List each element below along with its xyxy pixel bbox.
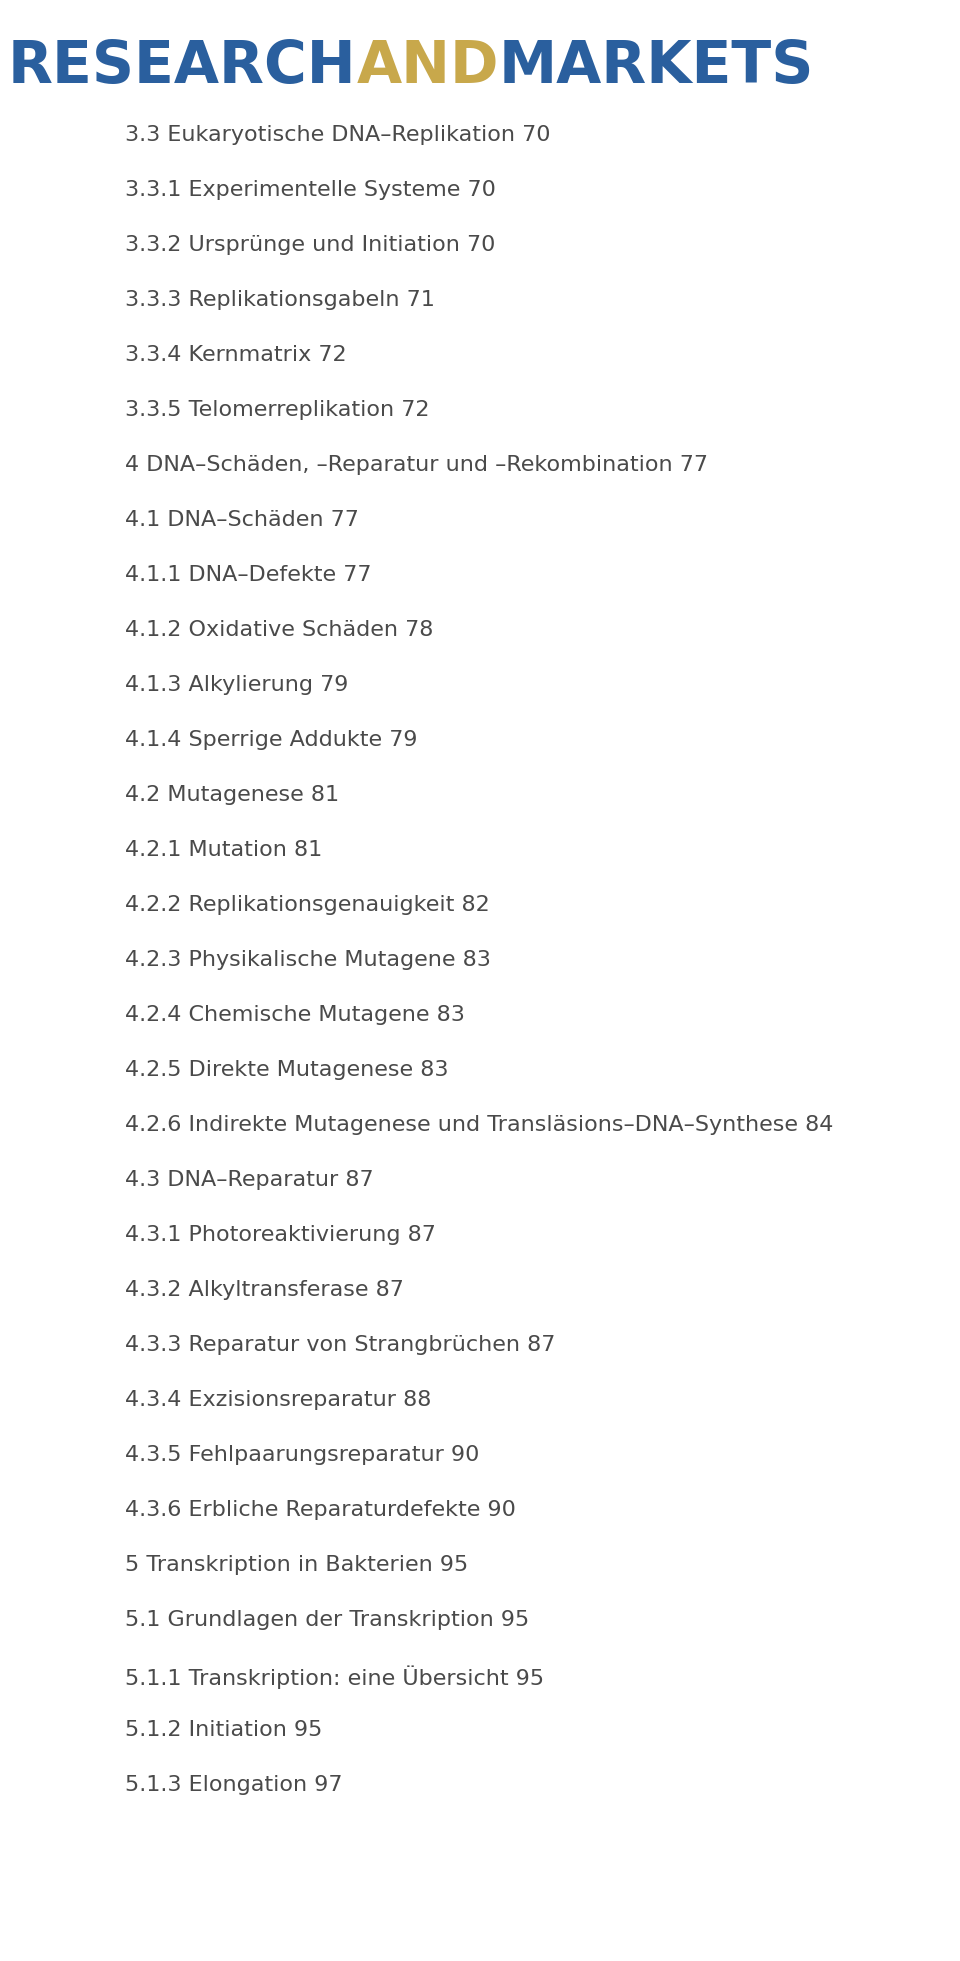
Text: 3.3 Eukaryotische DNA–Replikation 70: 3.3 Eukaryotische DNA–Replikation 70 [125, 126, 550, 145]
Text: 4.3.3 Reparatur von Strangbrüchen 87: 4.3.3 Reparatur von Strangbrüchen 87 [125, 1335, 556, 1355]
Text: 4.2.2 Replikationsgenauigkeit 82: 4.2.2 Replikationsgenauigkeit 82 [125, 894, 490, 916]
Text: 4.3.6 Erbliche Reparaturdefekte 90: 4.3.6 Erbliche Reparaturdefekte 90 [125, 1500, 516, 1520]
Text: 5.1.3 Elongation 97: 5.1.3 Elongation 97 [125, 1775, 343, 1794]
Text: 4.3.4 Exzisionsreparatur 88: 4.3.4 Exzisionsreparatur 88 [125, 1390, 431, 1410]
Text: 5.1.1 Transkription: eine Übersicht 95: 5.1.1 Transkription: eine Übersicht 95 [125, 1665, 544, 1688]
Text: 4.1.4 Sperrige Addukte 79: 4.1.4 Sperrige Addukte 79 [125, 729, 418, 749]
Text: 4.2.4 Chemische Mutagene 83: 4.2.4 Chemische Mutagene 83 [125, 1004, 465, 1026]
Text: 5.1.2 Initiation 95: 5.1.2 Initiation 95 [125, 1720, 323, 1739]
Text: 4.2 Mutagenese 81: 4.2 Mutagenese 81 [125, 784, 339, 806]
Text: MARKETS: MARKETS [499, 37, 814, 94]
Text: 4.2.3 Physikalische Mutagene 83: 4.2.3 Physikalische Mutagene 83 [125, 949, 491, 971]
Text: 4.1 DNA–Schäden 77: 4.1 DNA–Schäden 77 [125, 510, 359, 529]
Text: 4.1.2 Oxidative Schäden 78: 4.1.2 Oxidative Schäden 78 [125, 620, 433, 639]
Text: 4.1.1 DNA–Defekte 77: 4.1.1 DNA–Defekte 77 [125, 565, 372, 584]
Text: 5.1 Grundlagen der Transkription 95: 5.1 Grundlagen der Transkription 95 [125, 1610, 529, 1630]
Text: 4.2.1 Mutation 81: 4.2.1 Mutation 81 [125, 839, 323, 861]
Text: 4.2.5 Direkte Mutagenese 83: 4.2.5 Direkte Mutagenese 83 [125, 1061, 448, 1081]
Text: 4.2.6 Indirekte Mutagenese und Transläsions–DNA–Synthese 84: 4.2.6 Indirekte Mutagenese und Transläsi… [125, 1116, 833, 1135]
Text: 3.3.1 Experimentelle Systeme 70: 3.3.1 Experimentelle Systeme 70 [125, 180, 496, 200]
Text: 3.3.4 Kernmatrix 72: 3.3.4 Kernmatrix 72 [125, 345, 347, 365]
Text: 4.3.2 Alkyltransferase 87: 4.3.2 Alkyltransferase 87 [125, 1281, 404, 1300]
Text: 4.3.5 Fehlpaarungsreparatur 90: 4.3.5 Fehlpaarungsreparatur 90 [125, 1445, 479, 1465]
Text: 3.3.2 Ursprünge und Initiation 70: 3.3.2 Ursprünge und Initiation 70 [125, 235, 495, 255]
Text: AND: AND [356, 37, 499, 94]
Text: 4.1.3 Alkylierung 79: 4.1.3 Alkylierung 79 [125, 675, 348, 694]
Text: 3.3.5 Telomerreplikation 72: 3.3.5 Telomerreplikation 72 [125, 400, 429, 420]
Text: 5 Transkription in Bakterien 95: 5 Transkription in Bakterien 95 [125, 1555, 468, 1575]
Text: 4.3.1 Photoreaktivierung 87: 4.3.1 Photoreaktivierung 87 [125, 1226, 436, 1245]
Text: RESEARCH: RESEARCH [8, 37, 356, 94]
Text: 4 DNA–Schäden, –Reparatur und –Rekombination 77: 4 DNA–Schäden, –Reparatur und –Rekombina… [125, 455, 708, 475]
Text: 3.3.3 Replikationsgabeln 71: 3.3.3 Replikationsgabeln 71 [125, 290, 435, 310]
Text: 4.3 DNA–Reparatur 87: 4.3 DNA–Reparatur 87 [125, 1171, 373, 1190]
